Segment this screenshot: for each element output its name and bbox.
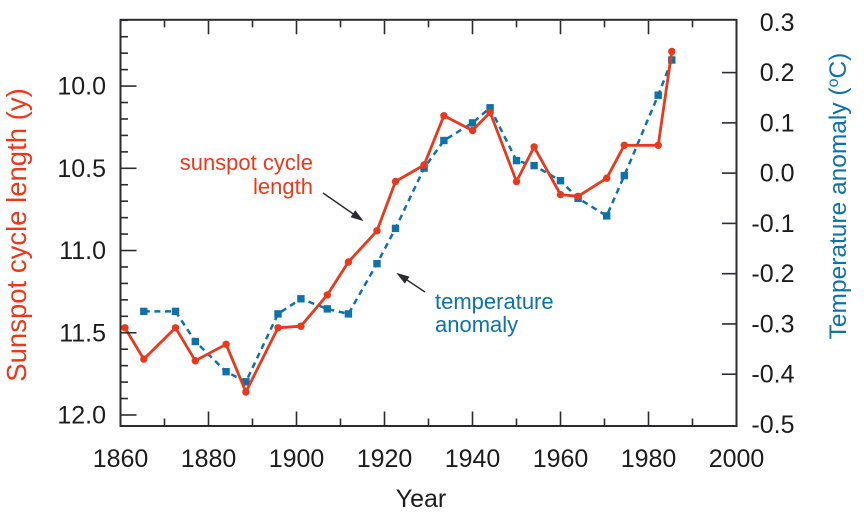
series-layer (121, 47, 676, 396)
left-tick-label: 10.5 (57, 155, 106, 183)
temperature-anomaly-marker (440, 136, 448, 145)
sunspot-cycle-length-marker (344, 258, 353, 266)
temperature-anomaly-marker (373, 259, 381, 268)
annotation-temperature-line1: temperature (435, 289, 554, 314)
sunspot-cycle-length-marker (222, 340, 230, 348)
x-tick-label: 1920 (357, 445, 413, 473)
temperature-anomaly-marker (486, 104, 494, 112)
sunspot-cycle-length-marker (556, 190, 565, 199)
right-tick-label: 0.2 (760, 59, 795, 87)
sunspot-cycle-length-marker (274, 324, 282, 332)
annotation-sunspot-arrow (322, 192, 364, 222)
left-tick-label: 11.5 (59, 319, 106, 347)
sunspot-cycle-length-marker (486, 108, 494, 117)
x-tick-label: 1960 (533, 445, 589, 473)
temperature-anomaly-marker (530, 161, 538, 170)
arrow-head (350, 210, 364, 222)
temperature-anomaly-marker (171, 307, 180, 316)
sunspot-cycle-length-marker (654, 141, 662, 149)
x-tick-label: 1860 (93, 445, 149, 473)
temperature-anomaly-marker (274, 310, 282, 318)
right-axis-title: Temperature anomaly (oC) (825, 53, 852, 340)
temperature-anomaly-marker (603, 212, 611, 220)
right-tick-label: -0.5 (751, 411, 794, 439)
sunspot-cycle-length-marker (420, 161, 428, 169)
right-tick-label: 0.0 (760, 160, 795, 188)
sunspot-cycle-length-marker (668, 47, 676, 56)
x-axis-title: Year (396, 485, 447, 513)
sunspot-cycle-length-marker (620, 141, 628, 149)
sunspot-cycle-length-marker (242, 388, 250, 396)
temperature-anomaly-marker (242, 378, 250, 386)
sunspot-cycle-length-marker (323, 291, 331, 299)
left-tick-label: 10.0 (57, 73, 106, 101)
annotation-sunspot-line2: length (253, 174, 313, 199)
sunspot-cycle-length-marker (440, 112, 448, 120)
temperature-anomaly-marker (191, 337, 199, 346)
x-tick-label: 1940 (445, 445, 501, 473)
annotation-sunspot-cycle-length: sunspot cycle length (180, 150, 364, 222)
plot-frame (119, 18, 738, 428)
right-tick-label: -0.1 (751, 210, 794, 238)
temperature-anomaly-marker (222, 368, 230, 376)
temperature-anomaly-marker (297, 295, 305, 303)
annotation-sunspot-line1: sunspot cycle (180, 150, 313, 175)
x-tick-label: 1880 (181, 445, 237, 473)
temperature-anomaly-marker (468, 119, 477, 127)
sunspot-cycle-length-marker (512, 177, 521, 186)
sunspot-cycle-length-marker (391, 177, 400, 186)
sunspot-cycle-length-marker (121, 324, 129, 332)
sunspot-cycle-length-marker (574, 192, 582, 200)
annotation-temperature-anomaly: temperature anomaly (396, 272, 554, 337)
right-tick-label: 0.3 (760, 9, 795, 37)
temperature-anomaly-marker (344, 310, 353, 318)
sunspot-cycle-length-marker (171, 324, 180, 332)
right-tick-label: -0.3 (751, 310, 794, 338)
sunspot-cycle-length-marker (468, 126, 477, 135)
annotation-temperature-arrow (396, 272, 426, 293)
sunspot-cycle-length-marker (530, 143, 538, 151)
sunspot-cycle-length-marker (297, 322, 305, 330)
x-tick-label: 1900 (269, 445, 325, 473)
sunspot-cycle-length-marker (373, 227, 381, 235)
sunspot-cycle-length-marker (140, 355, 148, 363)
temperature-anomaly-marker (620, 171, 628, 180)
temperature-anomaly-marker (323, 305, 331, 313)
sunspot-cycle-length-marker (191, 357, 199, 365)
sunspot-cycle-length-line (123, 51, 674, 394)
temperature-anomaly-marker (512, 156, 521, 165)
temperature-anomaly-marker (654, 91, 662, 99)
left-tick-label: 12.0 (57, 402, 106, 430)
right-tick-label: 0.1 (760, 109, 795, 137)
sunspot-cycle-length-marker (603, 174, 611, 182)
right-tick-label: -0.2 (751, 260, 794, 288)
temperature-anomaly-marker (140, 307, 148, 316)
left-axis-title: Sunspot cycle length (y) (1, 88, 32, 381)
x-tick-label: 2000 (709, 445, 765, 473)
temperature-anomaly-marker (556, 177, 565, 185)
arrow-head (396, 272, 410, 284)
right-tick-label: -0.4 (751, 361, 794, 389)
left-tick-label: 11.0 (59, 237, 106, 265)
annotation-temperature-line2: anomaly (435, 312, 518, 337)
x-tick-label: 1980 (621, 445, 677, 473)
axes-layer (119, 18, 738, 428)
tick-labels-layer: 1860 1880 1900 1920 1940 1960 1980 2000 10.0 10.5… (57, 9, 794, 473)
temperature-anomaly-marker (391, 224, 400, 233)
